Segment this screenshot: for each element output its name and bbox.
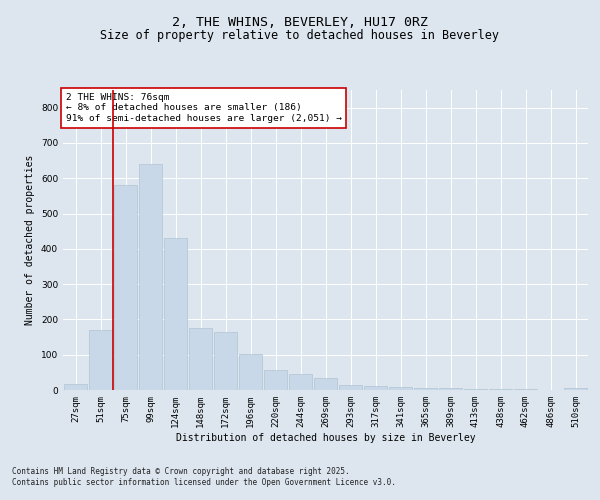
Bar [339,384,362,390]
Text: 2, THE WHINS, BEVERLEY, HU17 0RZ: 2, THE WHINS, BEVERLEY, HU17 0RZ [172,16,428,29]
Text: Contains HM Land Registry data © Crown copyright and database right 2025.
Contai: Contains HM Land Registry data © Crown c… [12,468,396,487]
Bar [164,238,187,390]
Bar [214,332,237,390]
Text: Size of property relative to detached houses in Beverley: Size of property relative to detached ho… [101,28,499,42]
Text: 2 THE WHINS: 76sqm
← 8% of detached houses are smaller (186)
91% of semi-detache: 2 THE WHINS: 76sqm ← 8% of detached hous… [65,93,341,123]
Bar [489,389,512,390]
Bar [439,388,462,390]
Bar [264,370,287,390]
Bar [64,384,87,390]
Bar [139,164,162,390]
Bar [189,328,212,390]
Bar [89,330,112,390]
Bar [464,388,487,390]
Bar [289,374,312,390]
Bar [564,388,587,390]
Bar [239,354,262,390]
Bar [364,386,387,390]
Y-axis label: Number of detached properties: Number of detached properties [25,155,35,325]
Bar [114,186,137,390]
Bar [389,387,412,390]
X-axis label: Distribution of detached houses by size in Beverley: Distribution of detached houses by size … [176,432,475,442]
Bar [314,378,337,390]
Bar [414,388,437,390]
